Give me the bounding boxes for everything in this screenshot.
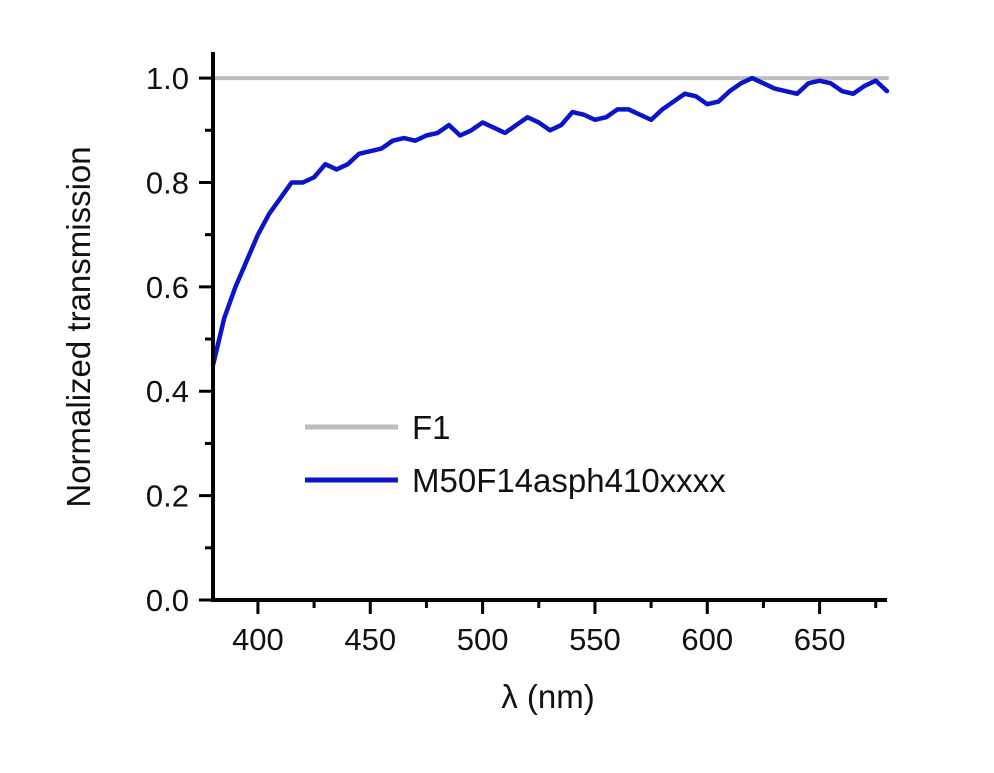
x-tick-label: 600 bbox=[681, 622, 733, 657]
y-tick-label: 0.4 bbox=[146, 374, 189, 409]
series-line-m50f14asph410xxxx bbox=[210, 75, 890, 368]
x-tick-label: 450 bbox=[344, 622, 396, 657]
y-tick-label: 0.2 bbox=[146, 479, 189, 514]
x-tick-label: 400 bbox=[232, 622, 284, 657]
ticks bbox=[199, 76, 878, 614]
axes bbox=[211, 52, 887, 602]
y-tick-label: 0.8 bbox=[146, 165, 189, 200]
y-tick-label: 0.0 bbox=[146, 583, 189, 618]
x-tick-label: 500 bbox=[457, 622, 509, 657]
legend-label-f1: F1 bbox=[412, 409, 451, 446]
plot-area bbox=[210, 75, 890, 368]
y-axis-title: Normalized transmission bbox=[60, 146, 97, 507]
legend-label-m50f14asph410xxxx: M50F14asph410xxxx bbox=[412, 462, 726, 499]
x-tick-label: 650 bbox=[794, 622, 846, 657]
legend: F1 M50F14asph410xxxx bbox=[305, 409, 726, 499]
y-tick-label: 0.6 bbox=[146, 270, 189, 305]
tick-labels: 0.0 0.2 0.4 0.6 0.8 1.0 400 450 500 550 600 650 bbox=[146, 61, 846, 657]
y-tick-label: 1.0 bbox=[146, 61, 189, 96]
x-tick-label: 550 bbox=[569, 622, 621, 657]
x-axis-title: λ (nm) bbox=[501, 678, 595, 715]
